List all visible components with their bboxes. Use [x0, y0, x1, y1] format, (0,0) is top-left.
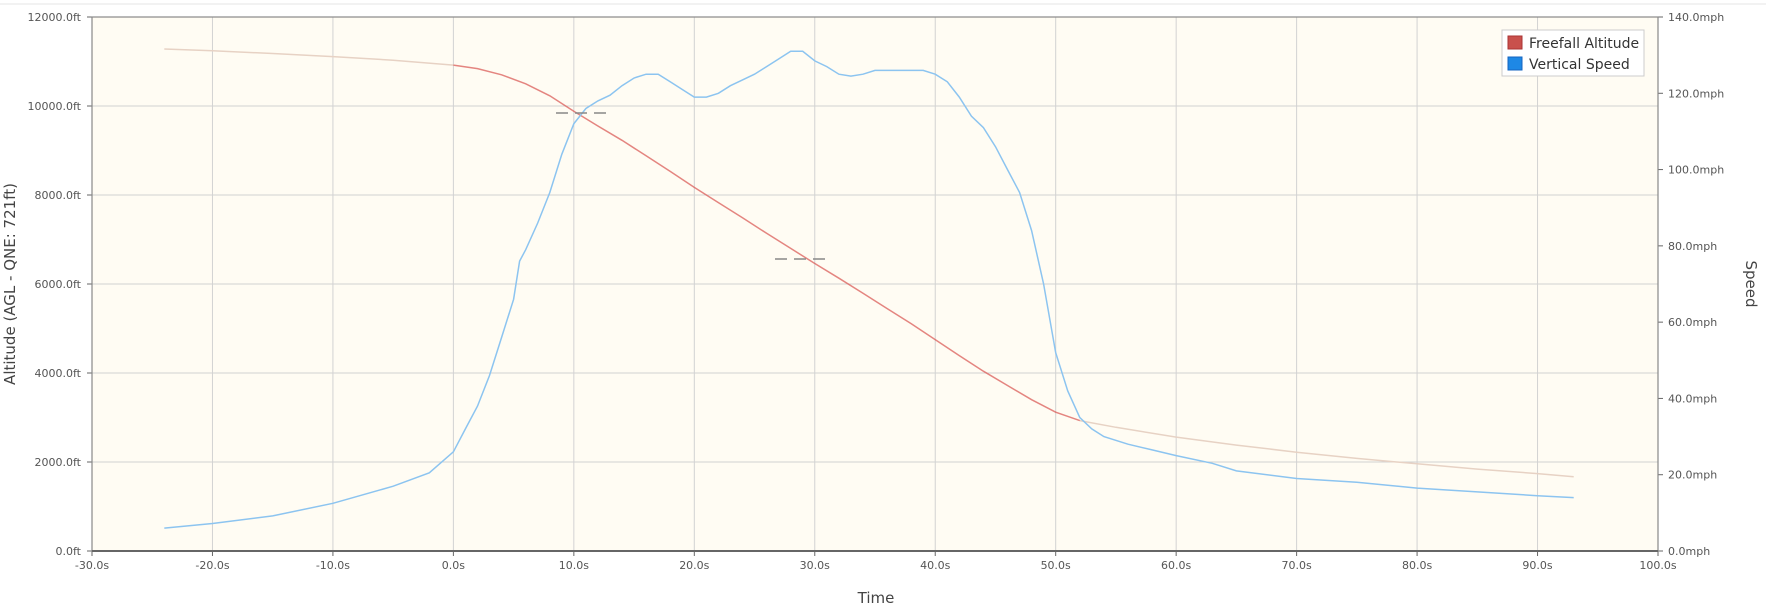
- x-axis-title: Time: [857, 589, 895, 607]
- y-right-tick-label: 100.0mph: [1668, 164, 1724, 177]
- x-tick-label: 10.0s: [559, 559, 589, 572]
- legend-label-altitude: Freefall Altitude: [1529, 36, 1639, 52]
- y-axis-left-title: Altitude (AGL - QNE: 721ft): [1, 183, 19, 385]
- y-left-tick-label: 12000.0ft: [28, 11, 82, 24]
- x-tick-label: 90.0s: [1522, 559, 1552, 572]
- x-tick-label: 70.0s: [1281, 559, 1311, 572]
- y-left-tick-label: 0.0ft: [56, 545, 82, 558]
- x-tick-label: 80.0s: [1402, 559, 1432, 572]
- legend-box: [1501, 29, 1645, 77]
- legend-swatch-vertical-speed: [1507, 56, 1523, 71]
- freefall-altitude-line-after: [1079, 419, 1574, 478]
- x-axis: -30.0s -20.0s -10.0s 0.0s 10.0s 20.0s 30.0s 40.…: [75, 551, 1677, 572]
- x-tick-label: -10.0s: [316, 559, 350, 572]
- markers: [556, 112, 827, 260]
- y-left-tick-label: 4000.0ft: [35, 367, 82, 380]
- freefall-altitude-line-before: [164, 48, 454, 66]
- grid: [92, 17, 1658, 551]
- y-axis-right-title: Speed: [1742, 260, 1760, 307]
- y-right-tick-label: 60.0mph: [1668, 316, 1717, 329]
- legend[interactable]: Freefall Altitude Vertical Speed: [1501, 29, 1645, 77]
- y-axis-left: 0.0ft 2000.0ft 4000.0ft 6000.0ft 8000.0ft 100…: [28, 11, 92, 558]
- x-tick-label: 0.0s: [442, 559, 465, 572]
- y-right-tick-label: 20.0mph: [1668, 469, 1717, 482]
- y-right-tick-label: 80.0mph: [1668, 240, 1717, 253]
- series-layer: [164, 48, 1574, 529]
- vertical-speed-line: [164, 50, 1574, 529]
- y-right-tick-label: 40.0mph: [1668, 392, 1717, 405]
- x-tick-label: -30.0s: [75, 559, 109, 572]
- legend-label-vertical-speed: Vertical Speed: [1529, 57, 1630, 73]
- legend-swatch-altitude: [1507, 35, 1523, 50]
- y-right-tick-label: 120.0mph: [1668, 87, 1724, 100]
- y-left-tick-label: 8000.0ft: [35, 189, 82, 202]
- x-tick-label: 20.0s: [679, 559, 709, 572]
- y-right-tick-label: 0.0mph: [1668, 545, 1710, 558]
- x-tick-label: -20.0s: [195, 559, 229, 572]
- y-left-tick-label: 10000.0ft: [28, 100, 82, 113]
- x-tick-label: 50.0s: [1041, 559, 1071, 572]
- x-tick-label: 40.0s: [920, 559, 950, 572]
- x-tick-label: 60.0s: [1161, 559, 1191, 572]
- x-tick-label: 100.0s: [1639, 559, 1676, 572]
- y-right-tick-label: 140.0mph: [1668, 11, 1724, 24]
- y-left-tick-label: 6000.0ft: [35, 278, 82, 291]
- freefall-altitude-line-freefall: [453, 64, 1081, 422]
- y-axis-right: 0.0mph 20.0mph 40.0mph 60.0mph 80.0mph 100.0m…: [1658, 11, 1724, 558]
- x-tick-label: 30.0s: [800, 559, 830, 572]
- y-left-tick-label: 2000.0ft: [35, 456, 82, 469]
